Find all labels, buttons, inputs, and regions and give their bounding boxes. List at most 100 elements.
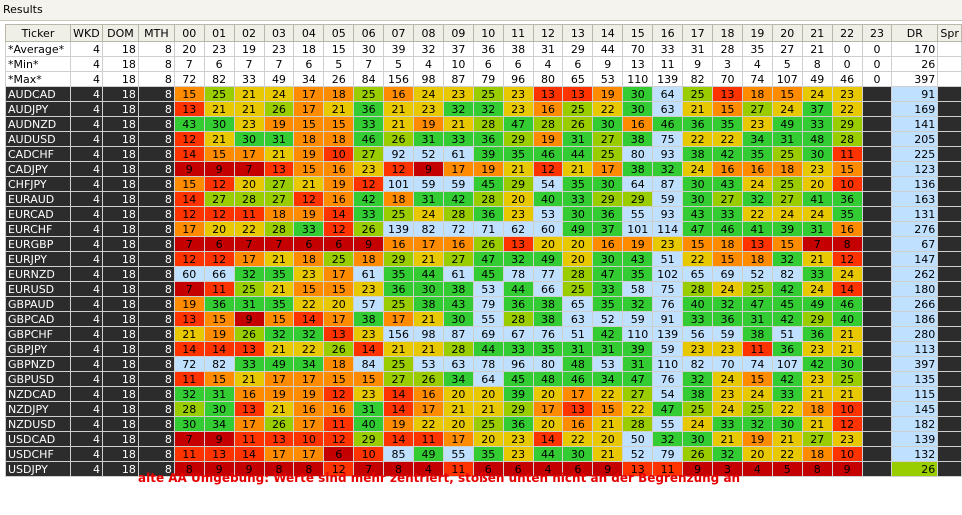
ticker-row[interactable]: CADJPY 4 18 8 9 9 7 13 15 16 23 12 9 17 19 21 12 21 17 38 32… xyxy=(5,161,962,177)
ticker-row[interactable]: AUDCAD 4 18 8 15 25 21 24 17 18 25 16 24 23 25 23 13 13 19… xyxy=(5,86,962,102)
column-header-16[interactable]: 16 xyxy=(652,24,684,42)
ticker-row[interactable]: CADCHF 4 18 8 14 15 17 21 19 10 27 92 52 61 39 35 46 44 25… xyxy=(5,146,962,162)
wkd-cell: 4 xyxy=(69,356,103,372)
hour-cell: 20 xyxy=(233,176,265,192)
hour-cell: 30 xyxy=(413,281,444,297)
ticker-row[interactable]: AUDUSD 4 18 8 12 21 30 31 18 18 46 26 31 33 36 29 19 31 27… xyxy=(5,131,962,147)
ticker-row[interactable]: NZDJPY 4 18 8 28 30 13 21 16 16 31 14 17 21 21 29 17 13 15… xyxy=(5,401,962,417)
hour-cell-empty xyxy=(861,161,893,177)
column-header-21[interactable]: 21 xyxy=(801,24,833,42)
column-header-dr[interactable]: DR xyxy=(891,24,939,42)
ticker-row[interactable]: EURNZD 4 18 8 60 66 32 35 23 17 61 35 44 61 45 78 77 28 47… xyxy=(5,266,962,282)
summary-row[interactable]: *Max* 4 18 8 72 82 33 49 34 26 84 156 98 87 79 96 80 65 53… xyxy=(5,71,962,87)
wkd-cell: 4 xyxy=(69,386,103,402)
hour-cell: 72 xyxy=(173,71,205,87)
ticker-row[interactable]: GBPAUD 4 18 8 19 36 31 35 22 20 57 25 38 43 79 36 38 65 35… xyxy=(5,296,962,312)
hour-cell: 26 xyxy=(233,326,265,342)
column-header-07[interactable]: 07 xyxy=(383,24,415,42)
ticker-row[interactable]: EURUSD 4 18 8 7 11 25 21 15 15 23 36 30 38 53 44 66 25 33 5… xyxy=(5,281,962,297)
hour-cell: 22 xyxy=(771,446,803,462)
summary-row[interactable]: *Min* 4 18 8 7 6 7 7 6 5 7 5 4 10 6 6 4 6 9 13 11 9 3 4 5 8 0 0 26 xyxy=(5,56,962,72)
hour-cell: 20 xyxy=(532,236,564,252)
column-header-05[interactable]: 05 xyxy=(323,24,355,42)
column-header-spr[interactable]: Spr xyxy=(937,24,962,42)
column-header-wkd[interactable]: WKD xyxy=(69,24,103,42)
results-table-container[interactable]: Ticker WKD DOM MTH 00 01 02 03 04 05 06 07 08 09 10 11 1… xyxy=(5,24,962,515)
ticker-row[interactable]: USDCAD 4 18 8 7 9 11 13 10 12 29 14 11 17 20 23 14 22 20 50… xyxy=(5,431,962,447)
column-header-18[interactable]: 18 xyxy=(712,24,743,42)
hour-cell: 18 xyxy=(712,236,743,252)
column-header-12[interactable]: 12 xyxy=(532,24,564,42)
column-header-09[interactable]: 09 xyxy=(442,24,474,42)
hour-cell: 21 xyxy=(771,431,803,447)
ticker-row[interactable]: EURCHF 4 18 8 17 20 22 28 33 12 26 139 82 72 71 62 60 49 3… xyxy=(5,221,962,237)
mth-cell: 8 xyxy=(137,101,175,117)
ticker-row[interactable]: GBPNZD 4 18 8 72 82 33 49 34 18 84 25 53 63 78 96 80 48 53… xyxy=(5,356,962,372)
ticker-row[interactable]: AUDJPY 4 18 8 13 21 21 26 17 21 36 21 23 32 32 23 16 25 22… xyxy=(5,101,962,117)
column-header-22[interactable]: 22 xyxy=(831,24,863,42)
hour-cell-empty xyxy=(861,236,893,252)
column-header-23[interactable]: 23 xyxy=(861,24,893,42)
hour-cell: 40 xyxy=(353,416,385,432)
column-header-10[interactable]: 10 xyxy=(472,24,504,42)
column-header-06[interactable]: 06 xyxy=(353,24,385,42)
hour-cell: 27 xyxy=(263,191,295,207)
hour-cell: 45 xyxy=(502,371,534,387)
ticker-row[interactable]: CHFJPY 4 18 8 15 12 20 27 21 19 12 101 59 59 45 29 54 35 3… xyxy=(5,176,962,192)
hour-cell: 38 xyxy=(532,296,564,312)
ticker-row[interactable]: EURGBP 4 18 8 7 6 7 7 6 6 9 16 17 16 26 13 20 20 16 19 23 15 1… xyxy=(5,236,962,252)
hour-cell: 11 xyxy=(323,416,355,432)
column-header-03[interactable]: 03 xyxy=(263,24,295,42)
wkd-cell: 4 xyxy=(69,56,103,72)
ticker-cell: GBPUSD xyxy=(5,371,71,387)
ticker-row[interactable]: AUDNZD 4 18 8 43 30 23 19 15 15 33 21 19 21 28 47 28 26 30… xyxy=(5,116,962,132)
hour-cell: 36 xyxy=(383,281,415,297)
ticker-row[interactable]: GBPUSD 4 18 8 11 15 21 17 17 15 15 27 26 34 64 45 48 46 34… xyxy=(5,371,962,387)
hour-cell: 49 xyxy=(771,116,803,132)
column-header-01[interactable]: 01 xyxy=(203,24,235,42)
hour-cell: 32 xyxy=(712,296,743,312)
ticker-row[interactable]: EURCAD 4 18 8 12 12 11 18 19 14 33 25 24 28 36 23 53 30 36… xyxy=(5,206,962,222)
mth-cell: 8 xyxy=(137,56,175,72)
spr-cell xyxy=(937,371,962,387)
hour-cell: 25 xyxy=(831,371,863,387)
hour-cell: 38 xyxy=(682,386,714,402)
hour-cell: 16 xyxy=(323,191,355,207)
ticker-row[interactable]: NZDCAD 4 18 8 32 31 16 19 19 12 23 14 16 20 20 39 20 17 22… xyxy=(5,386,962,402)
column-header-ticker[interactable]: Ticker xyxy=(5,24,71,42)
column-header-08[interactable]: 08 xyxy=(413,24,444,42)
ticker-cell: GBPNZD xyxy=(5,356,71,372)
hour-cell: 18 xyxy=(771,161,803,177)
column-header-11[interactable]: 11 xyxy=(502,24,534,42)
summary-row[interactable]: *Average* 4 18 8 20 23 19 23 18 15 30 39 32 37 36 38 31 2… xyxy=(5,41,962,57)
column-header-mth[interactable]: MTH xyxy=(137,24,175,42)
column-header-04[interactable]: 04 xyxy=(293,24,325,42)
column-header-13[interactable]: 13 xyxy=(562,24,594,42)
hour-cell: 61 xyxy=(353,266,385,282)
column-header-14[interactable]: 14 xyxy=(592,24,624,42)
hour-cell: 38 xyxy=(353,311,385,327)
dom-cell: 18 xyxy=(101,281,139,297)
ticker-row[interactable]: USDJPY 4 18 8 8 9 9 8 8 12 7 8 4 11 6 6 4 6 9 13 11 9 3 4 5 8 9 26 xyxy=(5,461,962,477)
ticker-row[interactable]: EURAUD 4 18 8 14 27 28 27 12 16 42 18 31 42 28 20 40 33 29… xyxy=(5,191,962,207)
column-header-20[interactable]: 20 xyxy=(771,24,803,42)
ticker-row[interactable]: GBPCAD 4 18 8 13 15 9 15 14 17 38 17 21 30 55 28 38 63 52 5… xyxy=(5,311,962,327)
hour-cell: 16 xyxy=(383,236,415,252)
ticker-row[interactable]: USDCHF 4 18 8 11 13 14 17 17 6 10 85 49 55 35 23 44 30 21 5… xyxy=(5,446,962,462)
ticker-row[interactable]: GBPCHF 4 18 8 21 19 26 32 32 13 23 156 98 87 69 67 76 51 4… xyxy=(5,326,962,342)
wkd-cell: 4 xyxy=(69,191,103,207)
hour-cell: 4 xyxy=(532,56,564,72)
column-header-02[interactable]: 02 xyxy=(233,24,265,42)
column-header-17[interactable]: 17 xyxy=(682,24,714,42)
hour-cell: 49 xyxy=(562,221,594,237)
wkd-cell: 4 xyxy=(69,86,103,102)
column-header-dom[interactable]: DOM xyxy=(101,24,139,42)
dom-cell: 18 xyxy=(101,311,139,327)
column-header-19[interactable]: 19 xyxy=(741,24,773,42)
ticker-row[interactable]: GBPJPY 4 18 8 14 14 13 21 22 26 14 21 21 28 44 33 35 31 31… xyxy=(5,341,962,357)
ticker-row[interactable]: EURJPY 4 18 8 12 12 17 21 18 25 18 29 21 27 47 32 49 20 30… xyxy=(5,251,962,267)
hour-cell: 49 xyxy=(263,71,295,87)
column-header-00[interactable]: 00 xyxy=(173,24,205,42)
column-header-15[interactable]: 15 xyxy=(622,24,654,42)
ticker-row[interactable]: NZDUSD 4 18 8 30 34 17 26 17 11 40 19 22 20 25 36 20 16 21… xyxy=(5,416,962,432)
